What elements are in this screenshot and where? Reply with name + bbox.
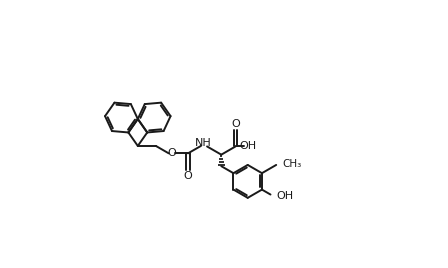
Text: CH₃: CH₃ xyxy=(282,159,301,169)
Text: OH: OH xyxy=(240,142,257,151)
Text: O: O xyxy=(168,148,177,158)
Text: O: O xyxy=(184,171,193,181)
Text: NH: NH xyxy=(195,138,212,148)
Text: OH: OH xyxy=(276,191,293,201)
Text: O: O xyxy=(231,119,240,129)
